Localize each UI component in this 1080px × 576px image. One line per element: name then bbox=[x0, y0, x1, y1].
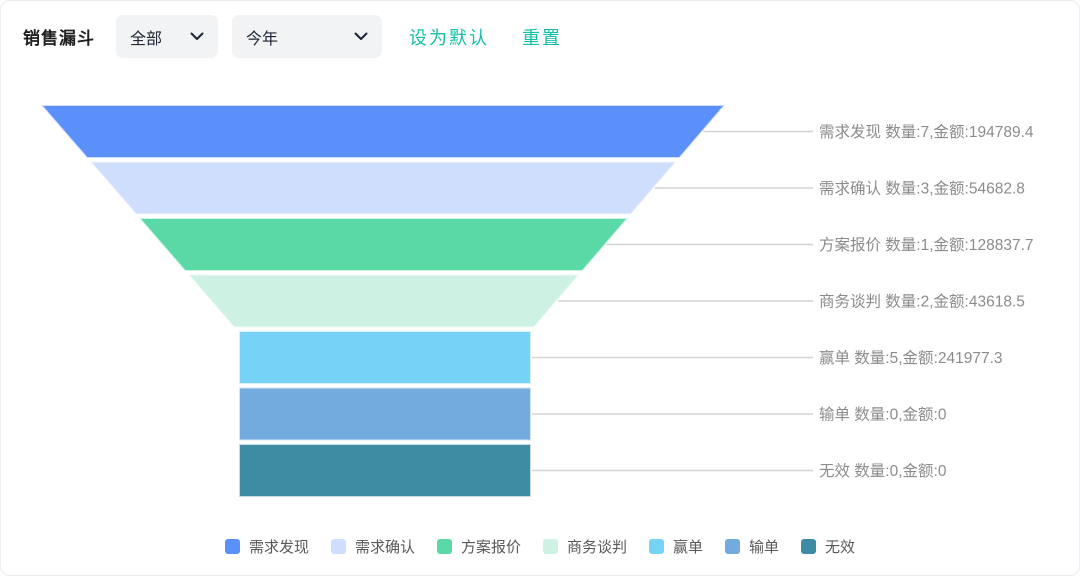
scope-dropdown-value: 全部 bbox=[130, 30, 163, 48]
legend-item-4[interactable]: 赢单 bbox=[649, 536, 703, 557]
widget-header: 销售漏斗 全部 今年 设为默认 重置 bbox=[23, 15, 562, 58]
funnel-segment-4[interactable] bbox=[238, 330, 532, 385]
legend-swatch-6 bbox=[801, 538, 817, 554]
legend-label-3: 商务谈判 bbox=[566, 538, 627, 556]
legend-label-0: 需求发现 bbox=[248, 538, 309, 556]
header-actions: 设为默认 重置 bbox=[382, 24, 562, 50]
chevron-down-icon bbox=[190, 32, 204, 41]
funnel-label-5: 输单 数量:0,金额:0 bbox=[819, 406, 947, 424]
legend-swatch-3 bbox=[542, 538, 558, 554]
funnel-label-2: 方案报价 数量:1,金额:128837.7 bbox=[819, 236, 1034, 254]
set-default-link[interactable]: 设为默认 bbox=[409, 27, 489, 48]
funnel-segment-6[interactable] bbox=[238, 443, 532, 498]
funnel-label-6: 无效 数量:0,金额:0 bbox=[819, 462, 947, 480]
funnel-segment-2[interactable] bbox=[136, 217, 631, 272]
legend-item-0[interactable]: 需求发现 bbox=[224, 536, 309, 557]
scope-dropdown[interactable]: 全部 bbox=[116, 15, 218, 58]
funnel-segment-0[interactable] bbox=[38, 104, 728, 159]
time-range-dropdown[interactable]: 今年 bbox=[232, 15, 382, 58]
chevron-down-icon bbox=[354, 32, 368, 41]
legend-item-2[interactable]: 方案报价 bbox=[436, 536, 521, 557]
funnel-segment-3[interactable] bbox=[185, 273, 582, 329]
funnel-label-4: 赢单 数量:5,金额:241977.3 bbox=[819, 349, 1003, 367]
legend-label-6: 无效 bbox=[825, 538, 856, 556]
chart-legend: 需求发现 需求确认 方案报价 商务谈判 赢单 输单 无效 bbox=[1, 533, 1079, 559]
legend-item-5[interactable]: 输单 bbox=[725, 536, 779, 557]
legend-swatch-5 bbox=[725, 538, 741, 554]
legend-label-1: 需求确认 bbox=[354, 538, 415, 556]
funnel-segment-5[interactable] bbox=[238, 386, 532, 442]
legend-swatch-2 bbox=[436, 538, 452, 554]
legend-item-6[interactable]: 无效 bbox=[801, 536, 855, 557]
legend-label-5: 输单 bbox=[749, 538, 780, 556]
legend-swatch-4 bbox=[649, 538, 664, 554]
legend-item-1[interactable]: 需求确认 bbox=[330, 536, 415, 557]
legend-label-4: 赢单 bbox=[673, 538, 704, 556]
funnel-segment-1[interactable] bbox=[87, 160, 679, 216]
page-title: 销售漏斗 bbox=[23, 29, 95, 48]
time-range-dropdown-value: 今年 bbox=[246, 30, 279, 48]
legend-swatch-1 bbox=[330, 538, 346, 554]
legend-label-2: 方案报价 bbox=[460, 538, 521, 556]
legend-item-3[interactable]: 商务谈判 bbox=[542, 536, 627, 557]
funnel-label-1: 需求确认 数量:3,金额:54682.8 bbox=[819, 180, 1025, 198]
reset-link[interactable]: 重置 bbox=[522, 27, 562, 48]
legend-swatch-0 bbox=[224, 538, 240, 554]
funnel-label-0: 需求发现 数量:7,金额:194789.4 bbox=[819, 123, 1034, 141]
funnel-label-3: 商务谈判 数量:2,金额:43618.5 bbox=[819, 293, 1025, 311]
